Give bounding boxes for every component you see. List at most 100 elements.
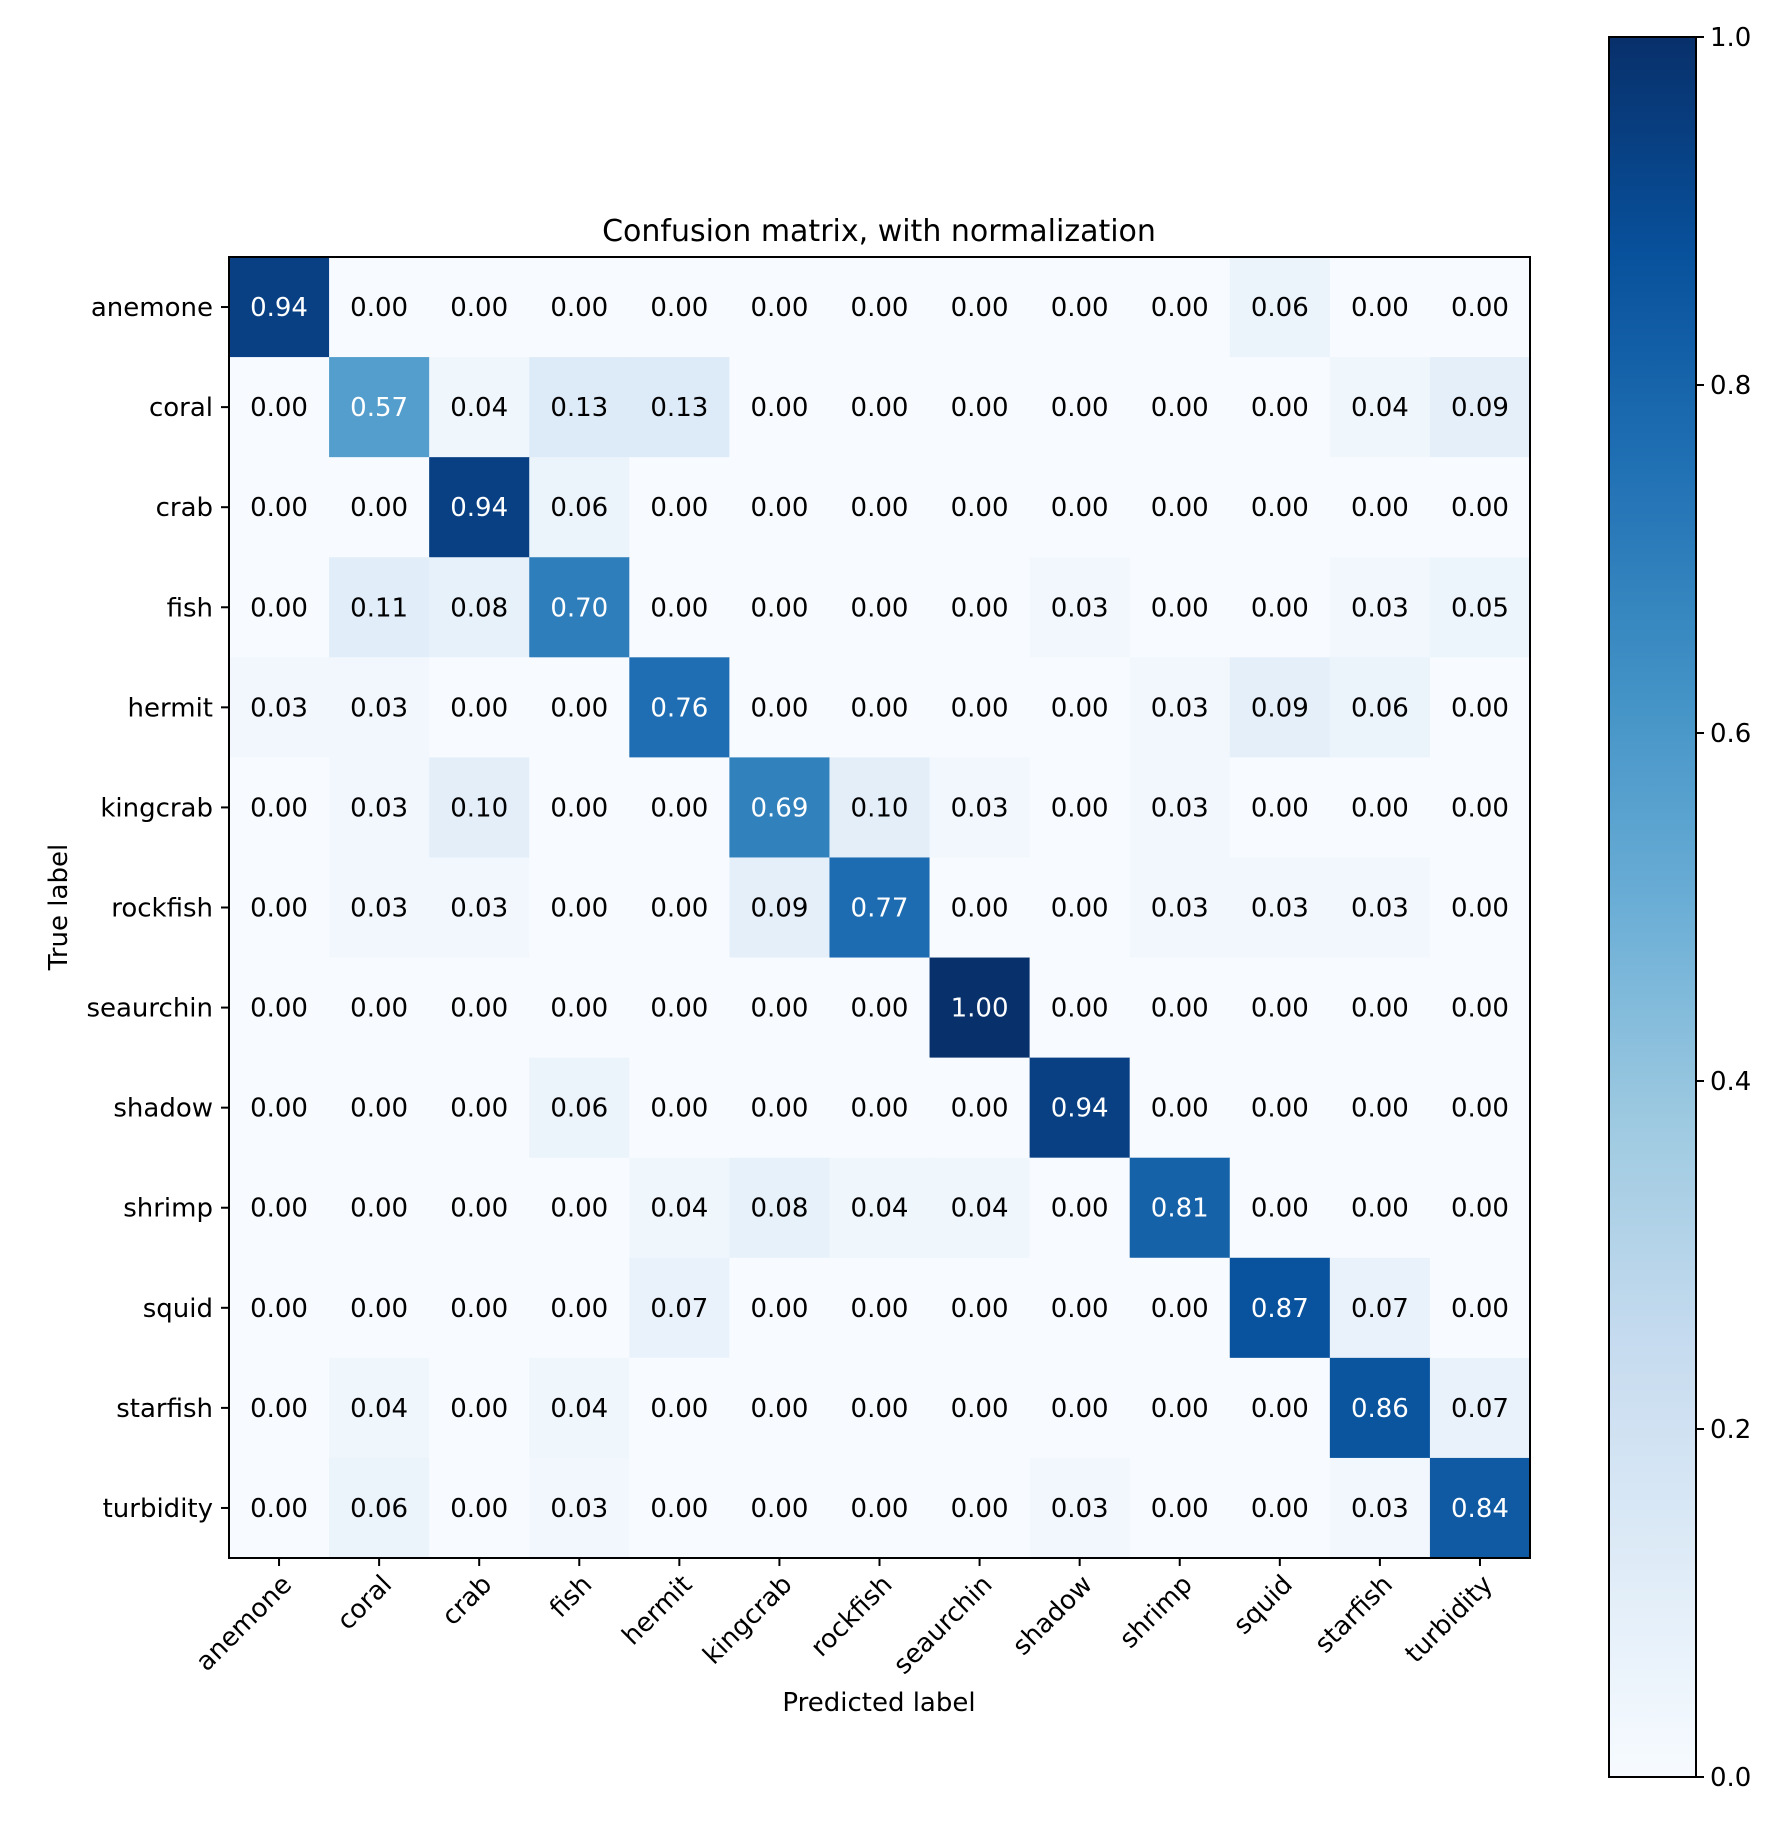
cell-value-label: 0.00 — [851, 493, 909, 523]
cell-value-label: 0.00 — [1151, 293, 1209, 323]
cell-value-label: 0.00 — [1351, 493, 1409, 523]
cell-value-label: 0.94 — [450, 493, 508, 523]
cell-value-label: 0.00 — [1151, 994, 1209, 1024]
heatmap-cell — [1429, 957, 1531, 1059]
cell-value-label: 0.00 — [750, 1094, 808, 1124]
cell-value-label: 0.00 — [1151, 1294, 1209, 1324]
cell-value-label: 0.00 — [350, 1294, 408, 1324]
heatmap-cell — [829, 657, 931, 758]
cell-value-label: 0.03 — [1251, 894, 1309, 924]
cell-value-label: 0.07 — [1351, 1294, 1409, 1324]
cell-value-label: 0.00 — [951, 1094, 1009, 1124]
heatmap-cell — [229, 257, 330, 358]
heatmap-cell — [729, 657, 831, 758]
heatmap-cell — [429, 757, 530, 859]
heatmap-cell — [429, 857, 530, 959]
cell-value-label: 0.00 — [1451, 1294, 1509, 1324]
heatmap-cell — [1029, 1057, 1131, 1159]
heatmap-cell — [629, 357, 730, 458]
heatmap-cell — [529, 957, 630, 1059]
cell-value-label: 0.03 — [1151, 693, 1209, 723]
heatmap-cell — [629, 857, 730, 959]
colorbar-tick-label: 1.0 — [1710, 23, 1751, 53]
x-tick-label: fish — [544, 1570, 598, 1624]
y-tick-label: anemone — [91, 293, 213, 323]
heatmap-cell — [829, 857, 931, 959]
x-tick-label: hermit — [617, 1570, 699, 1652]
heatmap-cell — [1129, 1057, 1231, 1159]
cell-value-label: 0.00 — [650, 493, 708, 523]
cell-value-label: 0.00 — [250, 793, 308, 823]
heatmap-cell — [1029, 1257, 1131, 1359]
cell-value-label: 0.00 — [1251, 1494, 1309, 1524]
cell-value-label: 0.00 — [350, 293, 408, 323]
heatmap-cell — [829, 757, 931, 859]
y-tick-label: squid — [143, 1294, 213, 1324]
cell-value-label: 0.57 — [350, 393, 408, 423]
heatmap-cell — [929, 1257, 1031, 1359]
heatmap-cell — [729, 1257, 831, 1359]
y-tick-label: shrimp — [123, 1194, 213, 1224]
cell-value-label: 0.03 — [1351, 894, 1409, 924]
colorbar-tick-label: 0.2 — [1710, 1415, 1751, 1445]
cell-value-label: 0.00 — [250, 1294, 308, 1324]
heatmap-cell — [1229, 257, 1331, 358]
cell-value-label: 0.00 — [1251, 793, 1309, 823]
cell-value-label: 0.00 — [450, 1294, 508, 1324]
heatmap-cell — [229, 557, 330, 658]
cell-value-label: 0.00 — [1251, 593, 1309, 623]
cell-value-label: 0.00 — [1451, 293, 1509, 323]
heatmap-cell — [229, 657, 330, 758]
cell-value-label: 0.09 — [1251, 693, 1309, 723]
heatmap-cell — [1029, 357, 1131, 458]
heatmap-cell — [629, 757, 730, 859]
cell-value-label: 0.00 — [1451, 894, 1509, 924]
heatmap-cell — [1029, 1157, 1131, 1259]
y-tick-label: coral — [149, 393, 213, 423]
heatmap-cell-labels: 0.94 0.00 0.00 0.00 0.00 0.00 0.00 0.00 0.00 0.00… — [250, 293, 1509, 1524]
cell-value-label: 0.10 — [450, 793, 508, 823]
heatmap-cell — [729, 957, 831, 1059]
heatmap-cell — [1329, 957, 1431, 1059]
heatmap-cell — [1129, 257, 1231, 358]
cell-value-label: 0.00 — [1351, 1094, 1409, 1124]
heatmap-cell — [729, 1457, 831, 1559]
cell-value-label: 0.00 — [1251, 1094, 1309, 1124]
cell-value-label: 0.00 — [1351, 793, 1409, 823]
cell-value-label: 0.05 — [1451, 593, 1509, 623]
cell-value-label: 0.00 — [1051, 293, 1109, 323]
heatmap-cell — [1229, 857, 1331, 959]
cell-value-label: 0.00 — [450, 693, 508, 723]
cell-value-label: 0.00 — [1251, 1194, 1309, 1224]
cell-value-label: 0.03 — [1351, 1494, 1409, 1524]
heatmap-cell — [1329, 257, 1431, 358]
x-tick-label: kingcrab — [697, 1570, 798, 1671]
cell-value-label: 0.00 — [550, 693, 608, 723]
heatmap-cell — [529, 1157, 630, 1259]
cell-value-label: 0.00 — [1351, 293, 1409, 323]
heatmap-cell — [729, 457, 831, 558]
heatmap-cell — [329, 557, 430, 658]
heatmap-cell — [529, 457, 630, 558]
heatmap-cell — [829, 1057, 931, 1159]
cell-value-label: 0.04 — [350, 1394, 408, 1424]
cell-value-label: 0.00 — [951, 1394, 1009, 1424]
colorbar-tick-label: 0.6 — [1710, 719, 1751, 749]
cell-value-label: 0.03 — [350, 894, 408, 924]
heatmap-cell — [1429, 757, 1531, 859]
heatmap-cell — [1129, 957, 1231, 1059]
cell-value-label: 0.00 — [851, 693, 909, 723]
cell-value-label: 0.77 — [851, 894, 909, 924]
cell-value-label: 0.07 — [650, 1294, 708, 1324]
cell-value-label: 0.00 — [851, 1294, 909, 1324]
heatmap-cell — [1129, 657, 1231, 758]
cell-value-label: 0.00 — [851, 1494, 909, 1524]
cell-value-label: 0.00 — [750, 593, 808, 623]
cell-value-label: 0.00 — [250, 1394, 308, 1424]
heatmap-cell — [329, 957, 430, 1059]
heatmap-cell — [1129, 1257, 1231, 1359]
cell-value-label: 0.00 — [1251, 994, 1309, 1024]
cell-value-label: 0.86 — [1351, 1394, 1409, 1424]
cell-value-label: 0.00 — [650, 894, 708, 924]
cell-value-label: 0.76 — [650, 693, 708, 723]
